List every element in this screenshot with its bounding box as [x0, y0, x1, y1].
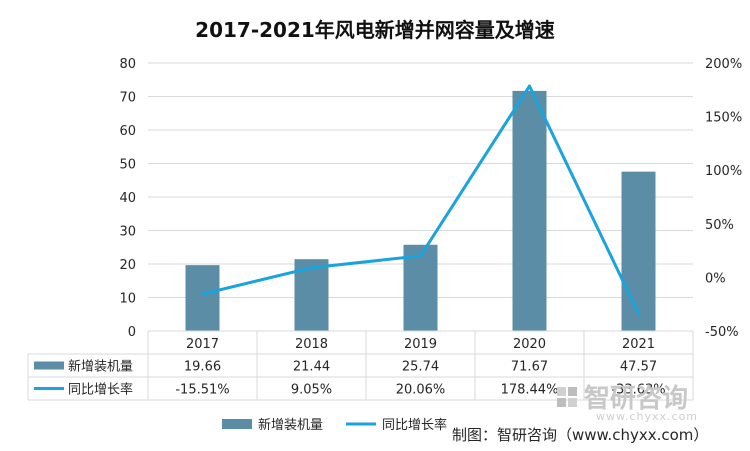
watermark-url: www.chyxx.com [596, 410, 699, 423]
table-cell-value: 20.06% [396, 383, 446, 398]
line-point [637, 311, 640, 315]
line-point [310, 266, 313, 270]
table-cell-value: 71.67 [511, 360, 548, 375]
bar [403, 244, 438, 331]
y-right-tick-label: 0% [705, 271, 726, 286]
watermark-brand: 智研咨询 [584, 384, 689, 414]
line-point [528, 84, 531, 88]
y-left-tick-label: 80 [119, 57, 136, 72]
table-cell-value: 47.57 [620, 360, 657, 375]
y-right-tick-label: -50% [705, 325, 739, 340]
legend-label: 同比增长率 [382, 417, 447, 433]
watermark: 智研咨询 [556, 378, 688, 415]
x-category-label: 2020 [513, 337, 546, 352]
bar [621, 171, 656, 331]
table-row-header: 同比增长率 [68, 382, 133, 398]
y-left-tick-label: 10 [119, 292, 136, 307]
table-cell-value: 21.44 [293, 360, 330, 375]
y-left-tick-label: 50 [119, 158, 136, 173]
table-cell-value: 19.66 [184, 360, 221, 375]
legend-label: 新增装机量 [258, 417, 323, 433]
y-left-tick-label: 20 [119, 258, 136, 273]
bar [185, 265, 220, 331]
source-note: 制图：智研咨询（www.chyxx.com） [452, 426, 709, 444]
watermark-logo-icon [557, 386, 577, 407]
bar [512, 90, 547, 331]
table-cell-value: 178.44% [501, 383, 559, 398]
y-right-tick-label: 200% [705, 57, 742, 72]
y-left-tick-label: 40 [119, 191, 136, 206]
legend-key-bar [222, 419, 252, 429]
x-category-label: 2018 [295, 337, 328, 352]
y-right-tick-label: 100% [705, 164, 742, 179]
y-left-tick-label: 0 [128, 325, 136, 340]
table-cell-value: 9.05% [291, 383, 332, 398]
x-category-label: 2021 [622, 337, 655, 352]
line-point [419, 254, 422, 258]
y-left-tick-label: 70 [119, 91, 136, 106]
table-key-bar [34, 361, 64, 370]
x-category-label: 2017 [186, 337, 219, 352]
table-row-header: 新增装机量 [68, 359, 133, 375]
y-right-tick-label: 150% [705, 111, 742, 126]
chart-title: 2017-2021年风电新增并网容量及增速 [195, 18, 555, 42]
table-cell-value: -15.51% [175, 383, 229, 398]
y-left-tick-label: 60 [119, 124, 136, 139]
y-left-tick-label: 30 [119, 225, 136, 240]
x-category-label: 2019 [404, 337, 437, 352]
line-point [201, 292, 204, 296]
table-cell-value: 25.74 [402, 360, 439, 375]
y-right-tick-label: 50% [705, 218, 734, 233]
table-cell-value: -33.63% [611, 383, 665, 398]
